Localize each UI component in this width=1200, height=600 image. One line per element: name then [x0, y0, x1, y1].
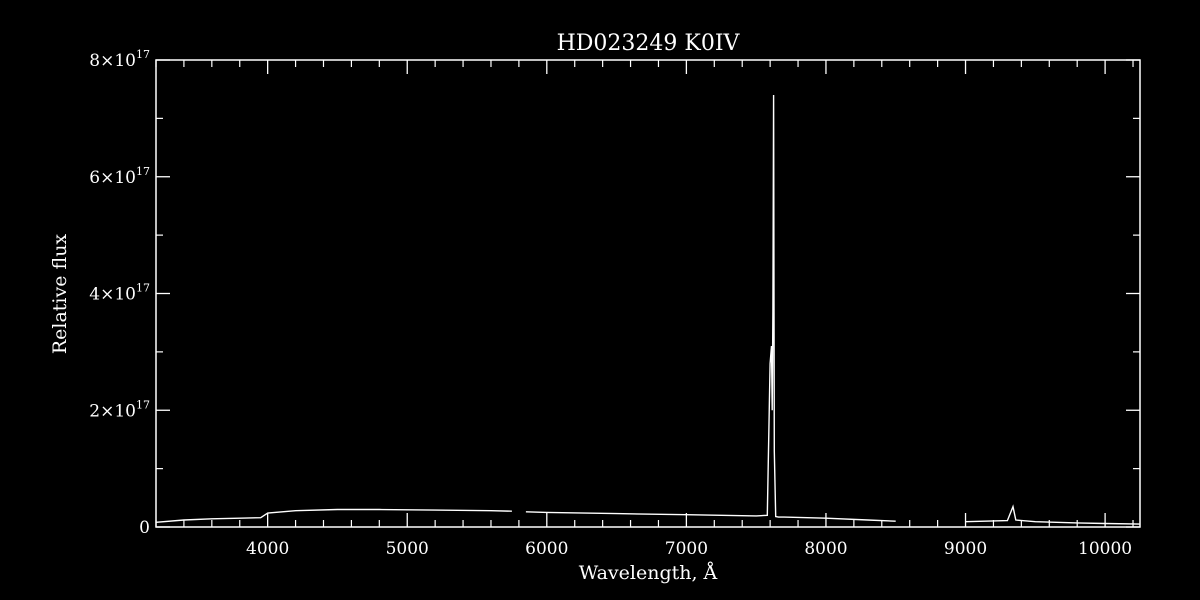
x-tick-label: 5000 — [386, 539, 429, 559]
y-tick-exponent: 17 — [136, 282, 150, 295]
x-tick-label: 7000 — [665, 539, 708, 559]
chart-title: HD023249 K0IV — [557, 31, 741, 56]
axis-ticks — [155, 59, 1140, 528]
y-axis-label: Relative flux — [49, 234, 71, 355]
y-tick-mantissa: 2×10 — [89, 401, 136, 421]
y-tick-label: 4×1017 — [89, 282, 150, 305]
y-tick-label: 2×1017 — [89, 398, 150, 421]
x-axis-label: Wavelength, Å — [579, 562, 718, 584]
y-tick-exponent: 17 — [136, 398, 150, 411]
y-tick-label: 0 — [139, 518, 150, 538]
x-tick-label: 4000 — [246, 539, 289, 559]
y-tick-label: 8×1017 — [89, 48, 150, 71]
y-tick-label: 6×1017 — [89, 165, 150, 188]
y-tick-mantissa: 4×10 — [89, 285, 136, 305]
spectrum-line — [525, 94, 896, 522]
y-tick-exponent: 17 — [136, 165, 150, 178]
y-tick-mantissa: 6×10 — [89, 168, 136, 188]
x-tick-label: 10000 — [1078, 539, 1132, 559]
y-tick-exponent: 17 — [136, 48, 150, 61]
y-tick-mantissa: 8×10 — [89, 51, 136, 71]
y-tick-mantissa: 0 — [139, 518, 150, 538]
x-tick-label: 8000 — [804, 539, 847, 559]
spectrum-line — [155, 508, 512, 523]
plot-frame — [155, 59, 1141, 528]
series-layer — [155, 94, 1141, 525]
axis-tick-labels: 4000 5000 6000 7000 8000 9000 1000002×10174×10… — [89, 48, 1132, 559]
spectrum-line — [965, 504, 1141, 525]
x-tick-label: 9000 — [944, 539, 987, 559]
x-tick-label: 6000 — [525, 539, 568, 559]
